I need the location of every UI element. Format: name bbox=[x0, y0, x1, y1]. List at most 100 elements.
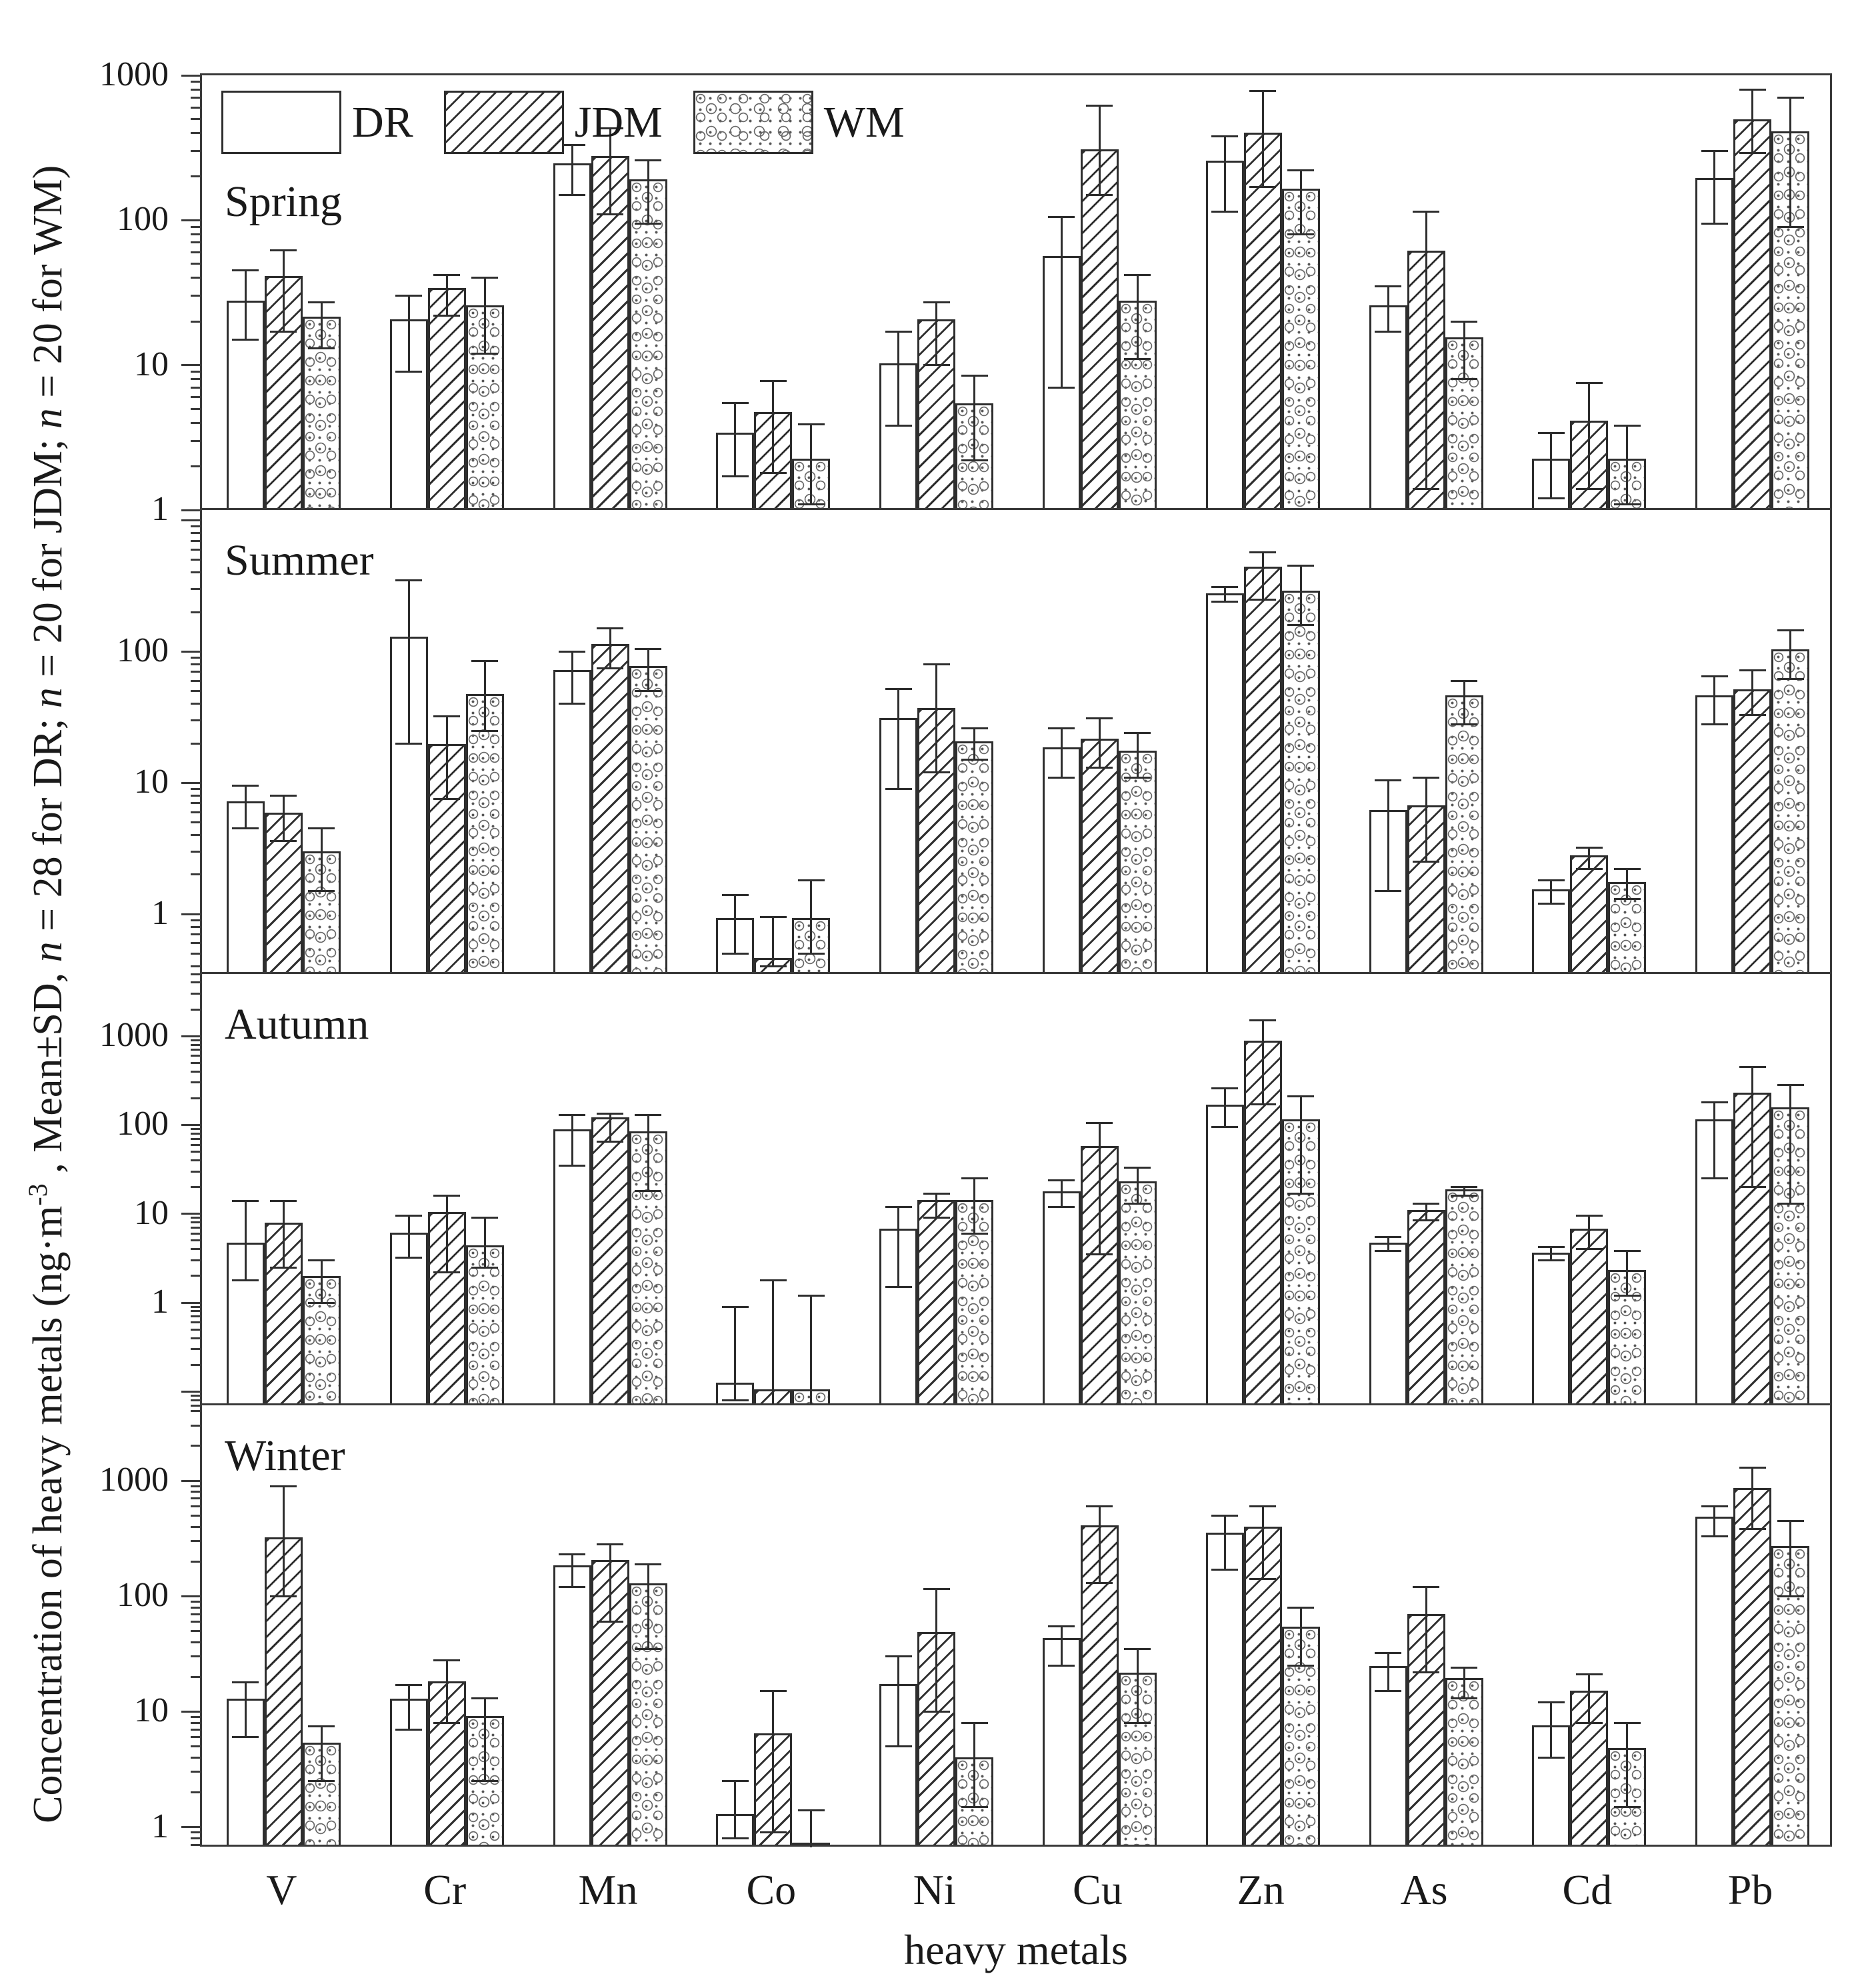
y-tick-label: 1 bbox=[151, 1807, 169, 1845]
error-cap-bottom bbox=[597, 1140, 623, 1143]
y-tick-label: 100 bbox=[117, 200, 169, 239]
bar-JDM-Pb bbox=[1733, 119, 1772, 508]
error-bar-DR-Cu bbox=[1060, 217, 1063, 388]
error-cap-top bbox=[395, 1684, 423, 1687]
error-cap-top bbox=[433, 273, 461, 276]
y-tick bbox=[191, 81, 200, 83]
y-tick bbox=[191, 539, 200, 542]
y-tick bbox=[191, 1137, 200, 1140]
error-cap-top bbox=[721, 893, 749, 896]
error-cap-bottom bbox=[471, 1266, 499, 1269]
y-tick bbox=[191, 386, 200, 389]
y-tick bbox=[181, 519, 200, 522]
error-cap-top bbox=[1701, 150, 1728, 153]
y-tick bbox=[191, 1641, 200, 1643]
error-cap-bottom bbox=[1613, 898, 1641, 901]
error-cap-top bbox=[759, 1690, 787, 1693]
y-tick-label: 1 bbox=[151, 1283, 169, 1321]
error-cap-top bbox=[1375, 779, 1401, 781]
y-tick bbox=[191, 1525, 200, 1528]
bar-DR-Pb bbox=[1695, 177, 1734, 508]
error-cap-top bbox=[923, 1192, 950, 1195]
error-bar-WM-Co bbox=[810, 1295, 813, 1404]
error-bar-JDM-Ni bbox=[935, 302, 938, 365]
error-cap-top bbox=[559, 650, 585, 653]
error-bar-DR-As bbox=[1387, 286, 1389, 332]
error-cap-bottom bbox=[1739, 152, 1766, 155]
error-cap-bottom bbox=[1701, 723, 1728, 725]
error-cap-bottom bbox=[797, 953, 825, 955]
bar-DR-Zn bbox=[1205, 1532, 1244, 1845]
error-bar-WM-Zn bbox=[1299, 1607, 1302, 1666]
error-cap-bottom bbox=[597, 213, 623, 215]
error-cap-bottom bbox=[1451, 723, 1477, 725]
error-cap-bottom bbox=[961, 1805, 988, 1808]
error-cap-top bbox=[232, 269, 259, 272]
error-bar-JDM-Zn bbox=[1261, 1020, 1264, 1105]
y-tick bbox=[191, 703, 200, 705]
error-bar-WM-Cu bbox=[1136, 1649, 1139, 1723]
error-cap-bottom bbox=[1124, 1721, 1151, 1724]
error-cap-bottom bbox=[308, 890, 335, 893]
error-cap-top bbox=[961, 1721, 988, 1724]
bar-DR-Pb bbox=[1695, 1517, 1734, 1845]
error-bar-WM-As bbox=[1463, 1667, 1465, 1699]
error-cap-bottom bbox=[1413, 1219, 1439, 1221]
error-cap-bottom bbox=[1048, 776, 1075, 779]
y-tick-label: 1000 bbox=[99, 55, 169, 93]
bar-WM-Mn bbox=[629, 1583, 667, 1845]
error-cap-top bbox=[1413, 210, 1439, 213]
y-tick-label: 10 bbox=[134, 1691, 169, 1730]
legend-item-wm: WM bbox=[693, 91, 905, 154]
y-tick bbox=[191, 690, 200, 693]
y-tick bbox=[191, 1600, 200, 1603]
error-cap-top bbox=[797, 423, 825, 426]
error-cap-top bbox=[1287, 1095, 1315, 1097]
error-bar-DR-Mn bbox=[571, 651, 573, 704]
y-tick bbox=[191, 1259, 200, 1261]
y-tick bbox=[181, 650, 200, 653]
error-cap-top bbox=[1249, 1505, 1277, 1508]
error-cap-top bbox=[1249, 89, 1277, 92]
error-cap-top bbox=[1451, 1667, 1477, 1669]
error-cap-top bbox=[1777, 1084, 1804, 1087]
y-tick bbox=[191, 421, 200, 424]
y-tick bbox=[191, 225, 200, 228]
bar-WM-Cr bbox=[465, 1245, 504, 1403]
y-tick bbox=[191, 1055, 200, 1057]
y-tick bbox=[191, 1039, 200, 1041]
error-bar-WM-Pb bbox=[1789, 1521, 1792, 1597]
y-tick bbox=[191, 1008, 200, 1011]
bar-JDM-Mn bbox=[591, 1117, 629, 1403]
y-tick bbox=[181, 1390, 200, 1393]
error-bar-WM-V bbox=[320, 1726, 323, 1781]
error-cap-top bbox=[1287, 169, 1315, 172]
y-tick bbox=[181, 1595, 200, 1597]
error-bar-JDM-As bbox=[1425, 777, 1427, 862]
bar-DR-Zn bbox=[1205, 1105, 1244, 1403]
legend-swatch-jdm bbox=[443, 91, 564, 154]
bar-DR-Pb bbox=[1695, 695, 1734, 972]
bar-DR-Cd bbox=[1532, 1252, 1571, 1403]
error-bar-WM-Cr bbox=[483, 277, 486, 354]
y-tick bbox=[191, 371, 200, 373]
y-tick bbox=[191, 439, 200, 442]
y-tick bbox=[191, 88, 200, 91]
y-tick bbox=[191, 1097, 200, 1099]
error-cap-top bbox=[270, 1199, 297, 1202]
error-cap-top bbox=[923, 1588, 950, 1591]
error-cap-top bbox=[1124, 731, 1151, 734]
error-bar-JDM-Cr bbox=[445, 275, 448, 316]
bar-JDM-Cr bbox=[427, 1681, 466, 1845]
y-tick bbox=[191, 1728, 200, 1731]
error-cap-bottom bbox=[885, 1745, 912, 1748]
error-cap-bottom bbox=[759, 1831, 787, 1834]
error-bar-DR-Cu bbox=[1060, 728, 1063, 778]
bar-WM-Pb bbox=[1771, 1107, 1810, 1403]
bar-DR-Zn bbox=[1205, 160, 1244, 508]
error-bar-WM-Ni bbox=[973, 728, 976, 760]
error-cap-bottom bbox=[232, 827, 259, 830]
error-cap-bottom bbox=[433, 1721, 461, 1724]
y-tick bbox=[191, 117, 200, 120]
error-cap-top bbox=[1211, 586, 1239, 589]
